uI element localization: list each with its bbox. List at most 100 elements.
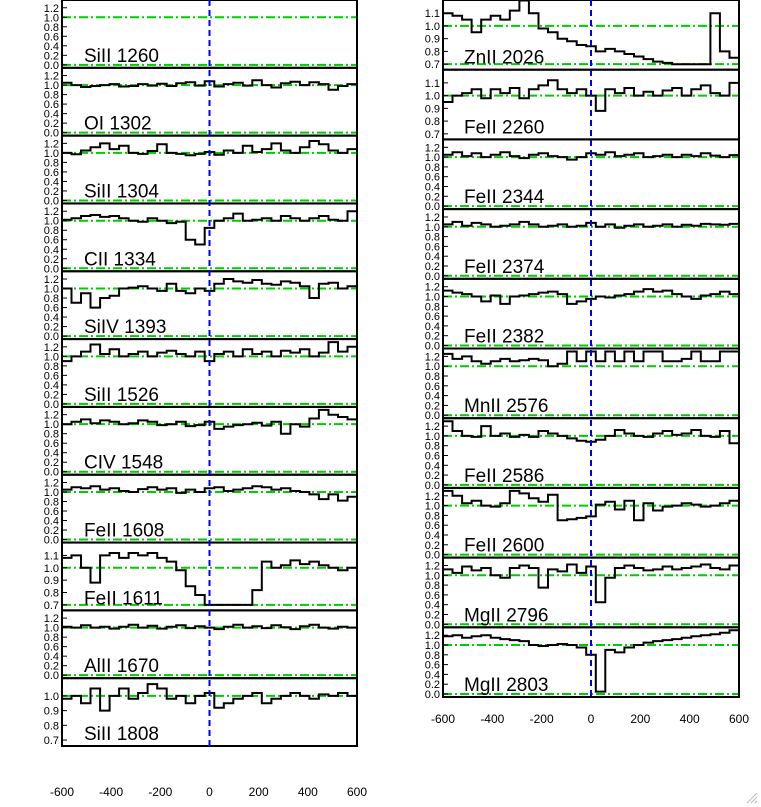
ion-label: FeII 1608 <box>84 521 164 542</box>
y-tick-label: 0.6 <box>425 311 440 323</box>
y-tick-label: 0.4 <box>44 380 59 392</box>
resize-grip-icon[interactable] <box>746 792 758 804</box>
y-tick-label: 1.0 <box>425 431 440 443</box>
ion-label: SiII 1260 <box>84 46 159 67</box>
y-tick-label: 0.2 <box>44 661 59 673</box>
x-tick-label: 0 <box>206 785 213 799</box>
y-tick-label: 0.4 <box>44 516 59 528</box>
y-tick-label: 1.2 <box>44 477 59 489</box>
y-tick-label: 0.0 <box>44 263 59 275</box>
ion-label: SiII 1304 <box>84 181 159 202</box>
y-tick-label: 0.4 <box>425 182 440 194</box>
spectrum-line <box>62 552 357 606</box>
y-tick-label: 0.2 <box>425 610 440 622</box>
spectrum-line <box>443 350 739 368</box>
y-tick-label: 1.2 <box>44 342 59 354</box>
y-tick-label: 0.2 <box>44 322 59 334</box>
y-tick-label: 0.2 <box>425 540 440 552</box>
y-tick-label: 0.0 <box>44 60 59 72</box>
y-tick-label: 1.2 <box>44 206 59 218</box>
y-tick-label: 0.0 <box>425 550 440 562</box>
y-tick-label: 0.8 <box>44 497 59 509</box>
y-tick-label: 0.0 <box>425 410 440 422</box>
y-tick-label: 0.9 <box>44 575 59 587</box>
y-tick-label: 0.0 <box>44 467 59 479</box>
y-tick-label: 1.0 <box>44 691 59 703</box>
y-tick-label: 0.4 <box>425 460 440 472</box>
spectrum-line <box>62 485 357 502</box>
y-tick-label: 0.4 <box>44 448 59 460</box>
panel-mgii-2796: 0.00.20.40.60.81.01.2 MgII 2796 <box>425 556 740 631</box>
panel-siii-1304: 0.00.20.40.60.81.01.2 SiII 1304 <box>44 134 358 207</box>
y-tick-label: 0.8 <box>425 650 440 662</box>
y-tick-label: 1.1 <box>425 78 440 90</box>
x-tick-label: -600 <box>431 712 455 726</box>
panel-siiv-1393: 0.00.20.40.60.81.01.2 SiIV 1393 <box>44 270 358 343</box>
y-tick-label: 0.8 <box>44 632 59 644</box>
panel-mnii-2576: 0.00.20.40.60.81.01.2 MnII 2576 <box>425 347 740 422</box>
y-tick-label: 0.2 <box>425 679 440 691</box>
y-tick-label: 0.0 <box>44 399 59 411</box>
y-tick-label: 0.6 <box>44 370 59 382</box>
y-tick-label: 0.4 <box>425 600 440 612</box>
y-tick-label: 0.6 <box>44 99 59 111</box>
y-tick-label: 0.8 <box>44 157 59 169</box>
y-tick-label: 1.2 <box>425 142 440 154</box>
y-tick-label: 0.6 <box>425 590 440 602</box>
ion-label: CII 1334 <box>84 249 156 270</box>
y-tick-label: 0.6 <box>425 241 440 253</box>
ion-label: AlII 1670 <box>84 656 159 677</box>
x-tick-label: 200 <box>630 712 650 726</box>
y-tick-label: 0.0 <box>425 480 440 492</box>
y-tick-label: 0.8 <box>425 510 440 522</box>
y-tick-label: 0.6 <box>44 167 59 179</box>
x-tick-label: -200 <box>530 712 554 726</box>
y-tick-label: 1.0 <box>425 292 440 304</box>
y-tick-label: 0.4 <box>44 176 59 188</box>
y-tick-label: 1.2 <box>44 71 59 83</box>
ion-label: FeII 2382 <box>464 327 544 348</box>
spectrum-line <box>443 288 739 305</box>
y-tick-label: 1.2 <box>44 274 59 286</box>
ion-label: MnII 2576 <box>464 396 549 417</box>
y-tick-label: 0.6 <box>44 506 59 518</box>
y-tick-label: 0.4 <box>44 41 59 53</box>
y-tick-label: 0.4 <box>425 530 440 542</box>
y-tick-label: 1.2 <box>425 561 440 573</box>
y-tick-label: 0.9 <box>425 103 440 115</box>
y-tick-label: 0.0 <box>44 331 59 343</box>
x-tick-label: 400 <box>680 712 700 726</box>
y-tick-label: 1.2 <box>425 491 440 503</box>
panel-mgii-2803: 0.00.20.40.60.81.01.2 MgII 2803 <box>425 626 740 701</box>
y-tick-label: 0.0 <box>425 341 440 353</box>
ion-label: SiIV 1393 <box>84 317 166 338</box>
ion-label: SiII 1526 <box>84 385 159 406</box>
y-tick-label: 1.0 <box>44 12 59 24</box>
y-tick-label: 0.4 <box>425 391 440 403</box>
ion-label: MgII 2803 <box>464 675 549 696</box>
panel-oi-1302: 0.00.20.40.60.81.01.2 OI 1302 <box>44 66 358 140</box>
spectrum-line <box>62 210 357 246</box>
x-tick-label: -400 <box>480 712 504 726</box>
y-tick-label: 0.8 <box>425 371 440 383</box>
y-tick-label: 1.0 <box>425 152 440 164</box>
y-tick-label: 1.0 <box>44 487 59 499</box>
y-tick-label: 0.8 <box>44 588 59 600</box>
ion-label: FeII 1611 <box>84 588 163 609</box>
y-tick-label: 1.0 <box>425 222 440 234</box>
y-tick-label: 1.0 <box>44 148 59 160</box>
spectrum-line <box>62 683 357 712</box>
panel-siii-1260: 0.00.20.40.60.81.01.2 SiII 1260 <box>44 0 358 72</box>
y-tick-label: 0.4 <box>44 651 59 663</box>
x-axis-labels: -600 -400 -200 0 200 400 600 -600 -400 -200 0 200 40… <box>50 712 749 799</box>
y-tick-label: 1.2 <box>425 630 440 642</box>
y-tick-label: 1.0 <box>44 284 59 296</box>
y-tick-label: 1.2 <box>44 410 59 422</box>
ion-label: FeII 2260 <box>464 117 544 138</box>
y-tick-label: 0.0 <box>44 670 59 682</box>
ion-label: MgII 2796 <box>464 605 549 626</box>
y-tick-label: 0.7 <box>44 600 59 612</box>
x-tick-label: 0 <box>588 712 595 726</box>
